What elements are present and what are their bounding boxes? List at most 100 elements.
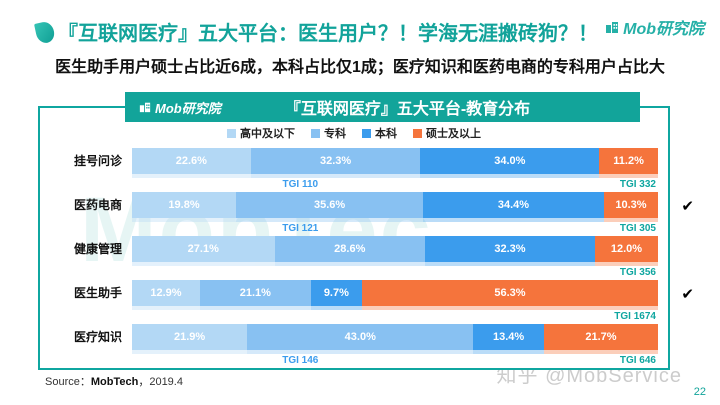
bar-reflection: [132, 262, 658, 266]
bar-reflection-segment: [199, 306, 311, 310]
legend-item-2: 专科: [311, 126, 346, 140]
tgi-center-label: TGI 110: [282, 179, 319, 190]
bar-reflection-segment: [310, 306, 362, 310]
page-title: 『互联网医疗』五大平台：医生用户？！学海无涯搬砖狗？！: [58, 23, 598, 45]
legend-swatch-icon: [413, 128, 422, 138]
bar-segment-3: 13.4%: [473, 324, 544, 350]
tgi-right-label: TGI 646: [619, 355, 656, 366]
bar-reflection: [132, 306, 658, 310]
bar-reflection-segment: [247, 350, 474, 354]
bar-segment-1: 27.1%: [132, 236, 275, 262]
tgi-row: TGI 121 TGI 305: [132, 223, 658, 234]
site-watermark: 知乎 @MobService: [496, 365, 682, 387]
bar-reflection-segment: [603, 218, 658, 222]
brand-logo: Mob研究院: [605, 15, 704, 39]
building-icon: [139, 101, 151, 113]
chart-legend: 高中及以下 专科 本科 硕士及以上: [50, 126, 658, 140]
legend-swatch-icon: [362, 128, 371, 138]
bar-reflection-segment: [424, 262, 595, 266]
chart-title-banner: Mob研究院 『互联网医疗』五大平台-教育分布: [125, 92, 640, 122]
table-row: 健康管理 27.1% 28.6% 32.3% 12.0% TGI 356: [50, 236, 658, 280]
bar-segment-3: 9.7%: [310, 280, 362, 306]
tgi-right-label: TGI 356: [619, 267, 656, 278]
bar-segment-3: 34.4%: [423, 192, 604, 218]
bar-segment-1: 22.6%: [132, 148, 251, 174]
bar-reflection-segment: [543, 350, 658, 354]
row-label: 健康管理: [73, 242, 122, 256]
legend-item-1: 高中及以下: [227, 126, 295, 140]
bar-segments: 12.9% 21.1% 9.7% 56.3%: [132, 280, 658, 306]
legend-swatch-icon: [311, 128, 320, 138]
bar-segment-2: 21.1%: [199, 280, 311, 306]
source-date: ，2019.4: [138, 376, 183, 388]
bar-segment-2: 28.6%: [274, 236, 425, 262]
banner-brand-text: Mob研究院: [155, 100, 221, 116]
stacked-bar: 22.6% 32.3% 34.0% 11.2% TGI 110 TGI 332: [132, 148, 658, 192]
row-label: 医药电商: [73, 198, 122, 212]
row-label: 医疗知识: [73, 330, 122, 344]
chart-title: 『互联网医疗』五大平台-教育分布: [284, 101, 531, 118]
bar-segment-2: 32.3%: [250, 148, 421, 174]
bar-segments: 22.6% 32.3% 34.0% 11.2%: [132, 148, 658, 174]
tgi-right-label: TGI 332: [619, 179, 656, 190]
bar-segments: 27.1% 28.6% 32.3% 12.0%: [132, 236, 658, 262]
tgi-center-label: TGI 121: [282, 223, 319, 234]
bar-reflection-segment: [420, 174, 600, 178]
bar-segment-2: 43.0%: [247, 324, 474, 350]
bar-reflection-segment: [132, 262, 275, 266]
legend-item-4: 硕士及以上: [413, 126, 481, 140]
table-row: 挂号问诊 22.6% 32.3% 34.0% 11.2% TGI 110 TGI 332: [50, 148, 658, 192]
bar-segment-1: 12.9%: [132, 280, 200, 306]
bar-reflection-segment: [274, 262, 425, 266]
source-label: Source：: [45, 376, 91, 388]
brand-logo-text: Mob研究院: [623, 21, 704, 38]
bar-segment-4: 21.7%: [543, 324, 658, 350]
bar-reflection-segment: [132, 174, 251, 178]
stacked-bar: 21.9% 43.0% 13.4% 21.7% TGI 146 TGI 646: [132, 324, 658, 368]
tgi-center-label: TGI 146: [282, 355, 319, 366]
building-icon: [605, 20, 619, 34]
bar-segment-1: 19.8%: [132, 192, 237, 218]
bar-reflection-segment: [132, 218, 237, 222]
chart-card: MobTec 高中及以下 专科 本科 硕士及以上 挂号问诊 22.6% 32.3% 34.0…: [38, 106, 694, 370]
row-label: 医生助手: [73, 286, 122, 300]
bar-segments: 19.8% 35.6% 34.4% 10.3%: [132, 192, 658, 218]
bar-segment-4: 11.2%: [599, 148, 658, 174]
bar-reflection-segment: [599, 174, 658, 178]
bar-reflection: [132, 350, 658, 354]
page-number: 22: [693, 386, 706, 398]
bar-reflection: [132, 218, 658, 222]
legend-item-3: 本科: [362, 126, 397, 140]
bar-rows: 挂号问诊 22.6% 32.3% 34.0% 11.2% TGI 110 TGI 332 医药…: [50, 148, 694, 368]
table-row: 医药电商 19.8% 35.6% 34.4% 10.3% TGI 121 TGI 305 ✔: [50, 192, 694, 236]
tgi-right-label: TGI 305: [619, 223, 656, 234]
source-name: MobTech: [90, 376, 139, 388]
legend-label: 本科: [375, 128, 397, 140]
row-label: 挂号问诊: [73, 154, 122, 168]
stacked-bar: 12.9% 21.1% 9.7% 56.3% TGI 1674: [132, 280, 658, 324]
legend-label: 高中及以下: [240, 128, 295, 140]
source-note: Source：MobTech，2019.4: [45, 373, 183, 389]
bar-segment-2: 35.6%: [236, 192, 424, 218]
legend-swatch-icon: [227, 128, 236, 138]
bar-segment-3: 32.3%: [424, 236, 595, 262]
bar-reflection-segment: [361, 306, 658, 310]
bar-segment-4: 12.0%: [594, 236, 658, 262]
stacked-bar: 19.8% 35.6% 34.4% 10.3% TGI 121 TGI 305: [132, 192, 658, 236]
tgi-row: TGI 110 TGI 332: [132, 179, 658, 190]
tgi-right-label: TGI 1674: [614, 311, 656, 322]
bar-segment-1: 21.9%: [132, 324, 248, 350]
tgi-row: TGI 356: [132, 267, 658, 278]
bar-segment-4: 56.3%: [361, 280, 658, 306]
bar-reflection-segment: [594, 262, 658, 266]
banner-brand-logo: Mob研究院: [125, 98, 275, 117]
bar-reflection-segment: [132, 306, 200, 310]
table-row: 医生助手 12.9% 21.1% 9.7% 56.3% TGI 1674 ✔: [50, 280, 694, 324]
stacked-bar: 27.1% 28.6% 32.3% 12.0% TGI 356: [132, 236, 658, 280]
legend-label: 专科: [324, 128, 346, 140]
table-row: 医疗知识 21.9% 43.0% 13.4% 21.7% TGI 146 TGI 646: [50, 324, 658, 368]
checkmark-icon: ✔: [681, 198, 694, 215]
checkmark-icon: ✔: [681, 286, 694, 303]
bar-reflection: [132, 174, 658, 178]
